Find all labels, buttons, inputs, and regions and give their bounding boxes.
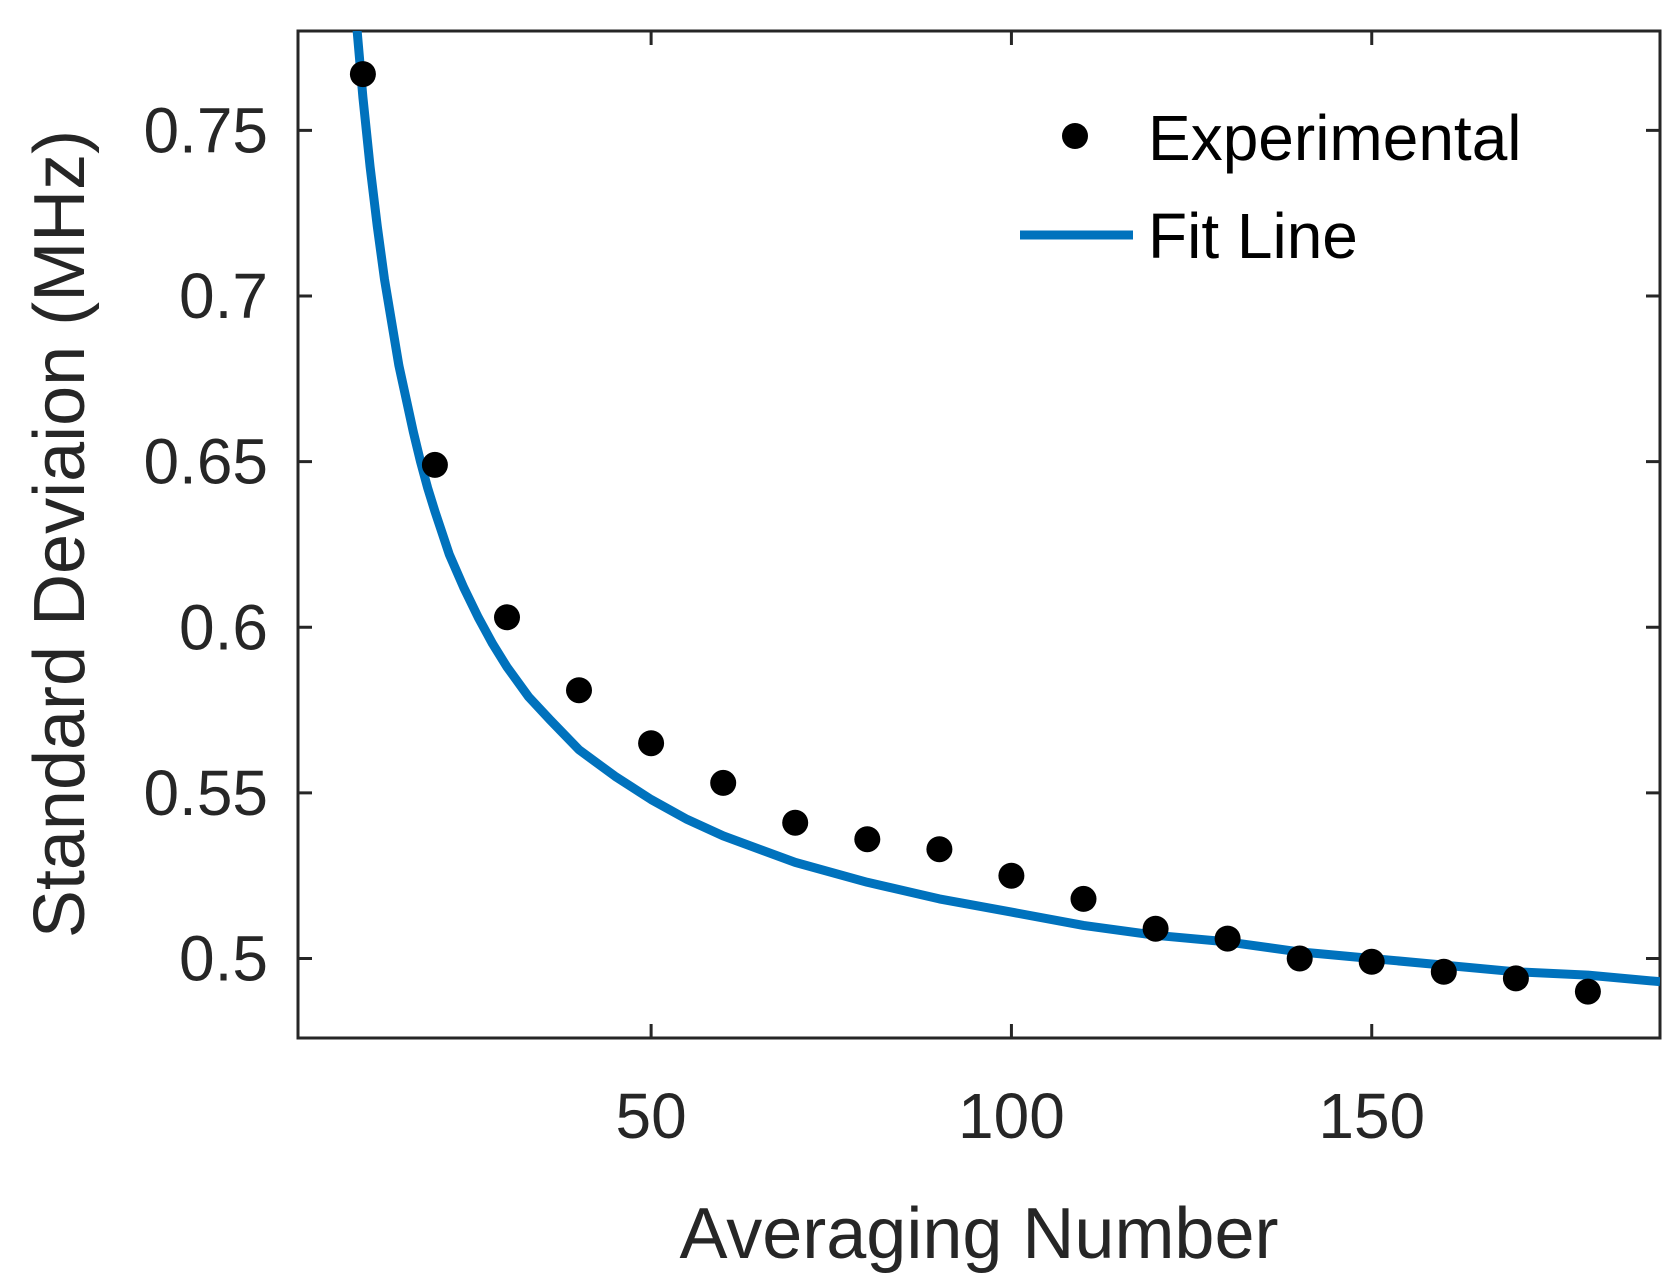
experimental-point	[782, 809, 809, 836]
x-tick-label: 50	[616, 1080, 687, 1152]
experimental-point	[638, 730, 665, 757]
y-tick-label: 0.65	[143, 426, 268, 498]
y-tick-label: 0.75	[143, 94, 268, 166]
experimental-series	[349, 61, 1601, 1005]
x-tick-label: 100	[958, 1080, 1065, 1152]
y-tick-label: 0.5	[179, 923, 268, 995]
legend-label-fit-line: Fit Line	[1148, 200, 1358, 272]
experimental-point	[1214, 925, 1241, 952]
experimental-point	[998, 862, 1025, 889]
y-axis: 0.5 0.55 0.6 0.65 0.7 0.75	[143, 94, 1660, 995]
plot-frame	[296, 29, 1662, 1040]
y-tick-label: 0.55	[143, 757, 268, 829]
experimental-point	[1574, 978, 1601, 1005]
experimental-point	[1358, 948, 1385, 975]
experimental-point	[494, 604, 520, 631]
experimental-point	[421, 451, 448, 478]
x-tick-label: 150	[1318, 1080, 1425, 1152]
legend: Experimental Fit Line	[1020, 102, 1522, 272]
y-axis-title: Standard Deviaion (MHz)	[20, 130, 100, 938]
experimental-point	[1142, 915, 1169, 942]
experimental-point	[854, 826, 881, 853]
experimental-point	[1070, 885, 1097, 912]
x-axis: 50 100 150	[616, 31, 1425, 1152]
experimental-point	[566, 677, 592, 704]
experimental-point	[1430, 958, 1457, 985]
legend-marker-experimental	[1062, 123, 1088, 149]
plot-area: 50 100 150 0.5 0.55 0.6 0.65 0.7 0.75	[143, 29, 1662, 1152]
experimental-point	[926, 836, 953, 863]
y-tick-label: 0.6	[179, 591, 268, 663]
experimental-point	[349, 61, 376, 88]
legend-label-experimental: Experimental	[1148, 102, 1522, 174]
y-tick-label: 0.7	[179, 260, 268, 332]
experimental-point	[710, 769, 737, 796]
x-axis-title: Averaging Number	[680, 1194, 1279, 1274]
experimental-point	[1502, 965, 1529, 992]
experimental-point	[1286, 945, 1313, 972]
